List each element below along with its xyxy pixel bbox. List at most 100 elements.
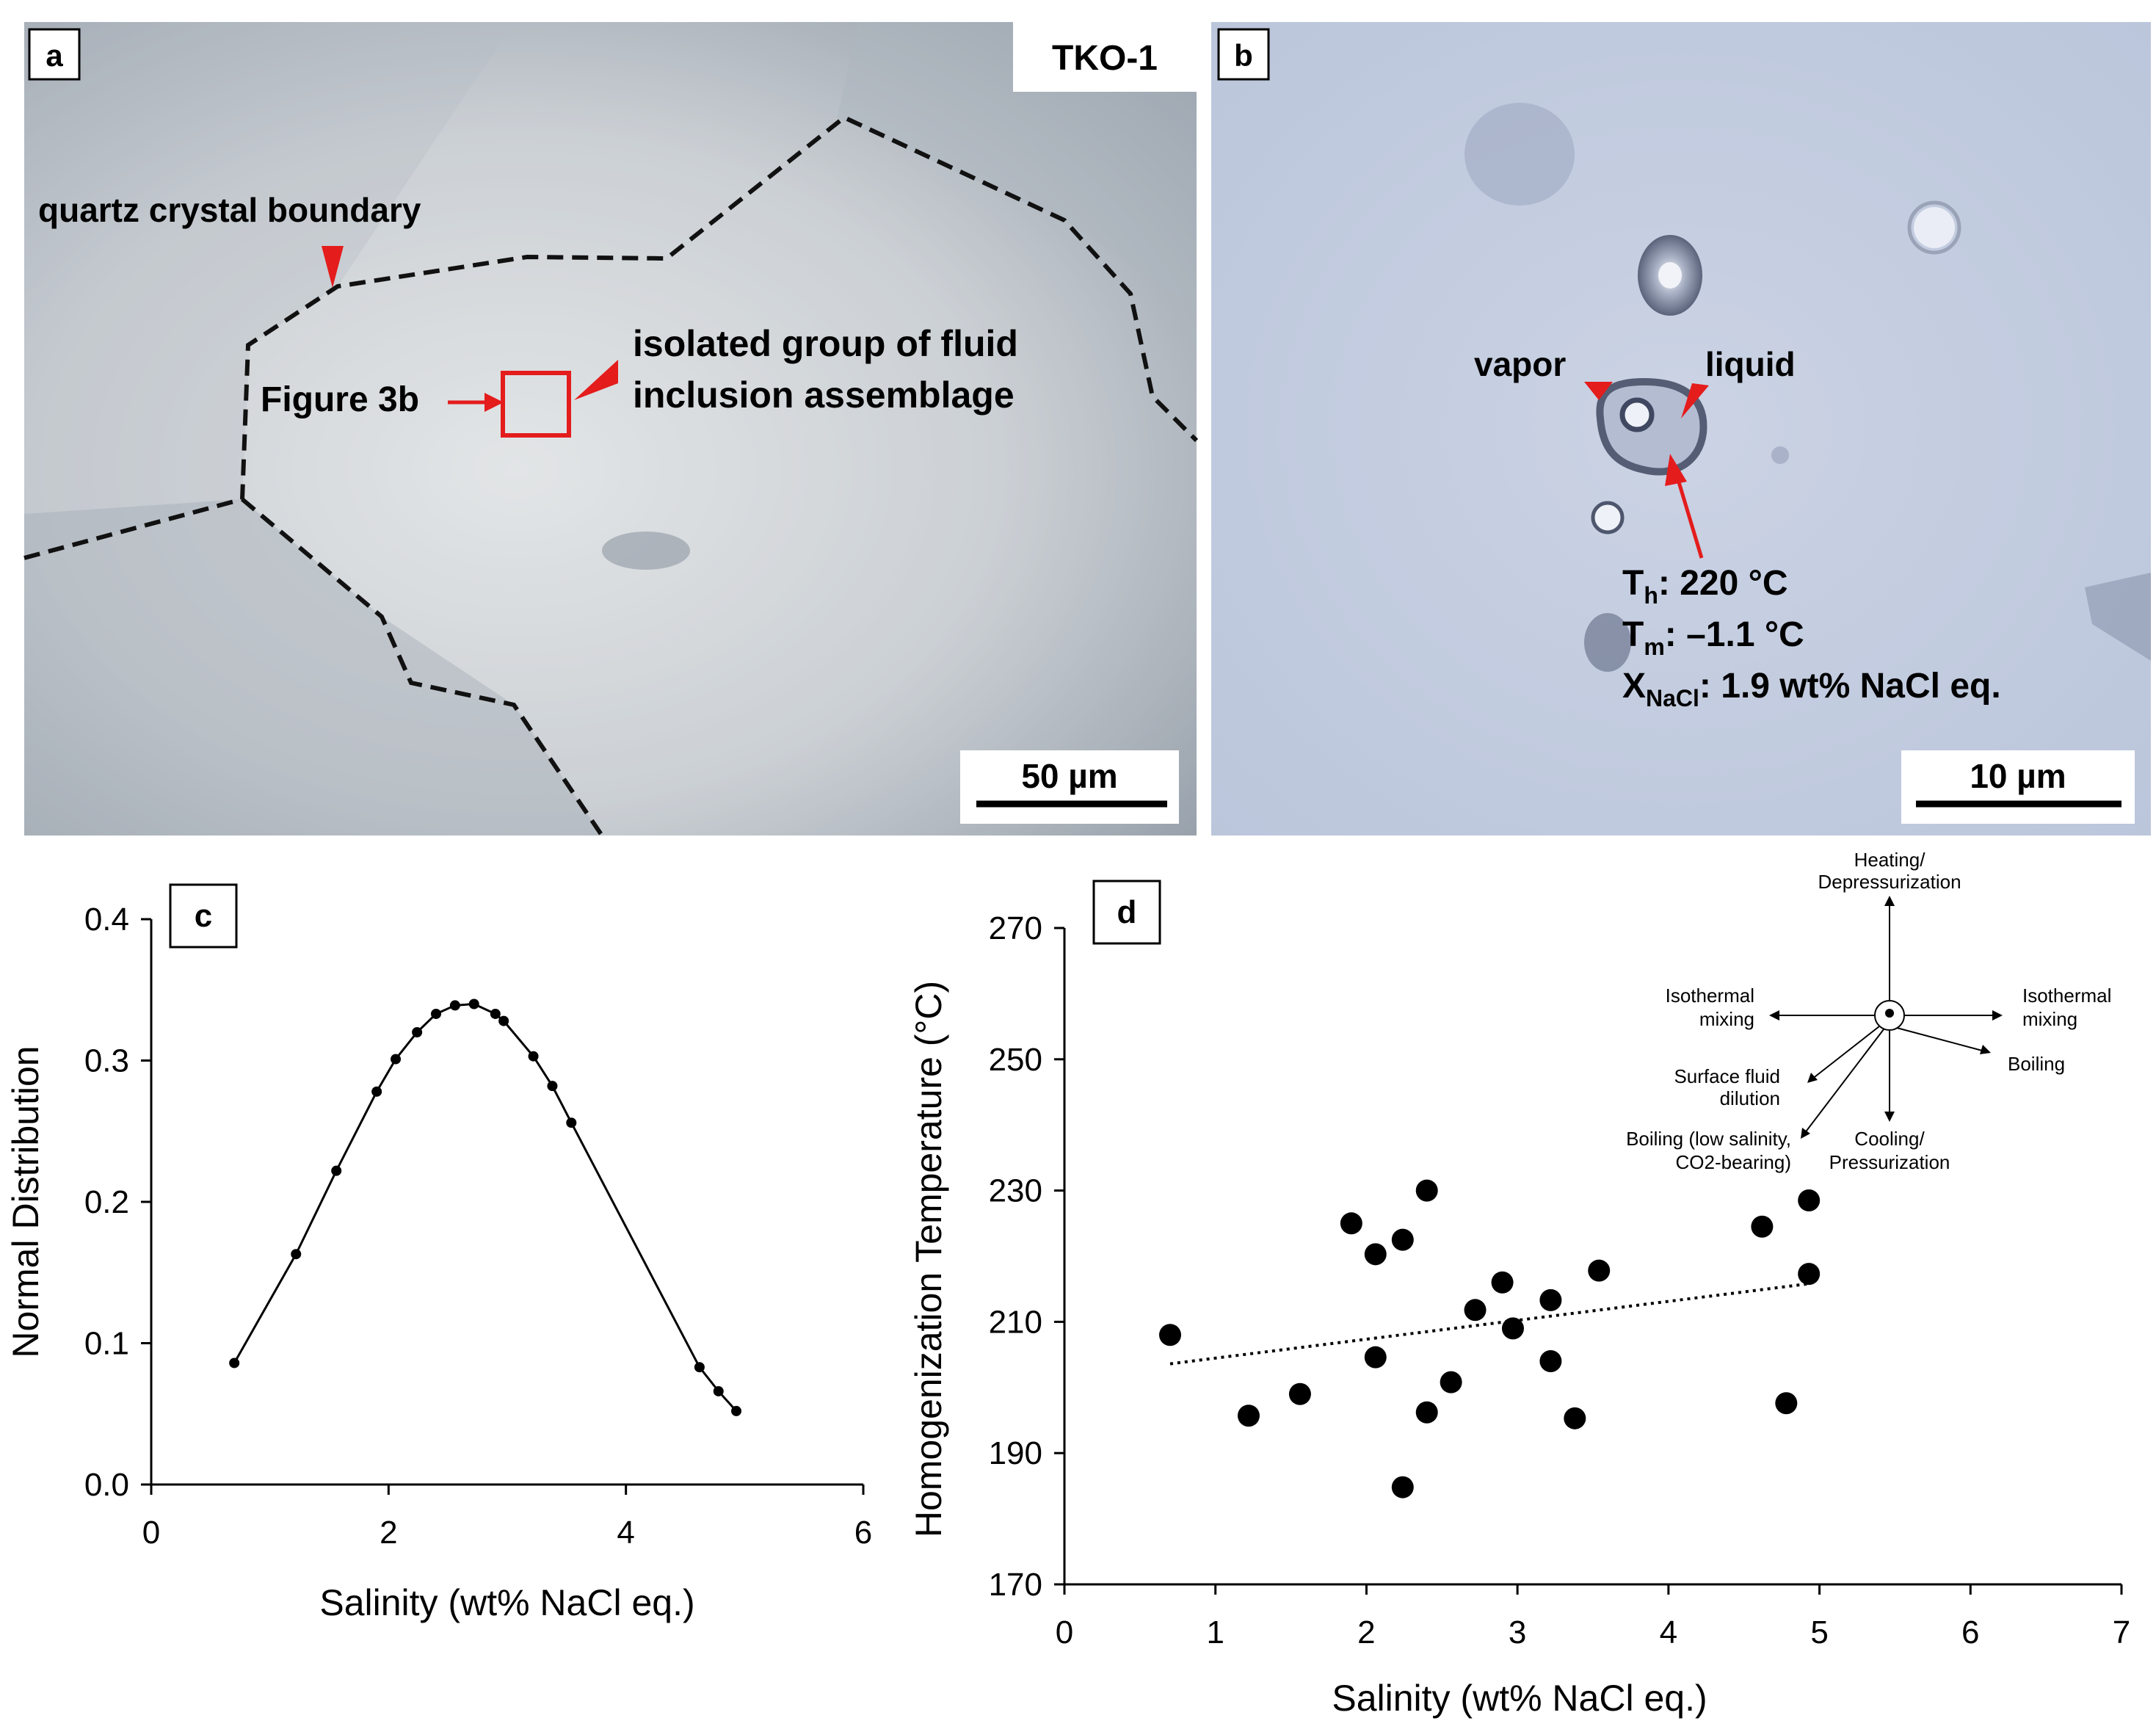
d-x-tick-label: 0 — [1056, 1614, 1073, 1650]
panel-c-label-box — [169, 883, 238, 949]
d-data-point — [1564, 1407, 1586, 1429]
c-data-point — [331, 1165, 342, 1176]
panel-d-label: d — [1117, 894, 1137, 930]
d-data-point — [1237, 1404, 1260, 1427]
c-x-tick-label: 0 — [142, 1515, 160, 1551]
d-x-tick-label: 2 — [1357, 1614, 1375, 1650]
d-data-point — [1391, 1476, 1414, 1498]
d-y-tick-label: 270 — [989, 910, 1042, 946]
d-data-point — [1415, 1401, 1438, 1424]
diagram-right-1: Isothermal — [2022, 985, 2111, 1007]
liquid-label: liquid — [1705, 345, 1796, 383]
diagram-right-2: mixing — [2022, 1008, 2077, 1030]
d-data-point — [1159, 1324, 1181, 1346]
diagram-dilution-2: dilution — [1720, 1087, 1780, 1109]
d-data-point — [1539, 1350, 1562, 1373]
d-data-point — [1539, 1288, 1562, 1311]
d-y-tick-label: 170 — [989, 1567, 1042, 1603]
d-points — [1159, 1179, 1821, 1498]
diagram-down-2: Pressurization — [1829, 1151, 1950, 1173]
panel-a-label: a — [46, 38, 63, 73]
c-data-point — [490, 1008, 501, 1019]
process-diagram — [1775, 902, 1997, 1134]
d-y-axis-label: Homogenization Temperature (°C) — [908, 981, 949, 1537]
quartz-boundary-lower — [241, 497, 604, 837]
d-data-point — [1798, 1189, 1821, 1212]
d-x-tick-label: 6 — [1961, 1614, 1979, 1650]
vapor-bubble — [1619, 397, 1655, 432]
c-series-line — [233, 1002, 738, 1412]
c-data-point — [291, 1249, 302, 1260]
diagram-boiling-low-2: CO2-bearing) — [1675, 1151, 1791, 1173]
c-data-point — [449, 1000, 460, 1011]
liquid-arrowhead — [1681, 383, 1709, 418]
c-x-axis-label: Salinity (wt% NaCl eq.) — [319, 1582, 694, 1623]
diagram-boiling: Boiling — [2008, 1053, 2065, 1075]
c-y-tick-label: 0.2 — [84, 1184, 129, 1220]
tm-line: Tm: –1.1 °C — [1622, 615, 1804, 660]
c-data-point — [229, 1358, 240, 1369]
figure-3b-box — [501, 371, 571, 438]
diagram-left-2: mixing — [1699, 1008, 1754, 1030]
diagram-down-1: Cooling/ — [1854, 1128, 1925, 1150]
d-y-tick-label: 250 — [989, 1042, 1042, 1078]
vapor-arrowhead — [1584, 382, 1613, 400]
c-data-point — [566, 1117, 577, 1128]
fia-arrowhead — [574, 360, 618, 400]
c-x-tick-label: 4 — [617, 1515, 634, 1551]
c-data-point — [713, 1385, 724, 1396]
panel-a: a TKO-1 quartz crystal boundary isolated… — [23, 22, 1199, 837]
d-data-point — [1588, 1259, 1611, 1282]
d-data-point — [1391, 1228, 1414, 1251]
d-x-tick-label: 3 — [1509, 1614, 1526, 1650]
c-data-point — [412, 1027, 423, 1037]
panel-c-label: c — [195, 898, 212, 934]
figure-ref-label: Figure 3b — [261, 380, 419, 419]
c-data-point — [528, 1051, 539, 1062]
micrograph-a — [24, 22, 1197, 835]
th-line: Th: 220 °C — [1622, 564, 1787, 609]
boundary-label: quartz crystal boundary — [38, 191, 421, 229]
c-data-point — [468, 998, 479, 1010]
c-series — [229, 998, 742, 1416]
d-data-point — [1491, 1271, 1514, 1294]
d-data-point — [1415, 1179, 1438, 1202]
c-y-tick-label: 0.4 — [84, 902, 129, 938]
c-y-axis-label: Normal Distribution — [5, 1045, 46, 1358]
panel-b-label-box — [1217, 28, 1270, 81]
quartz-boundary-upper — [23, 115, 1199, 560]
d-data-point — [1751, 1215, 1774, 1238]
scale-label-b: 10 µm — [1970, 757, 2066, 795]
d-x-tick-label: 5 — [1810, 1614, 1828, 1650]
diagram-dilution-1: Surface fluid — [1674, 1065, 1780, 1087]
scale-box-b — [1901, 750, 2135, 824]
d-data-point — [1440, 1371, 1462, 1393]
d-data-point — [1340, 1212, 1362, 1235]
c-y-tick-label: 0.3 — [84, 1043, 129, 1079]
d-x-tick-label: 7 — [2113, 1614, 2130, 1650]
diagram-up-2: Depressurization — [1818, 871, 1961, 893]
diagram-left-1: Isothermal — [1666, 985, 1754, 1007]
panel-b: b vapor liquid Th: 220 °C Tm: –1.1 °C XN… — [1211, 22, 2151, 835]
panel-b-label: b — [1234, 38, 1253, 73]
x-line: XNaCl: 1.9 wt% NaCl eq. — [1622, 667, 2001, 711]
scale-label-a: 50 µm — [1021, 757, 1117, 795]
d-x-axis-label: Salinity (wt% NaCl eq.) — [1332, 1678, 1707, 1719]
d-data-point — [1798, 1263, 1821, 1286]
c-data-point — [391, 1054, 402, 1065]
fluid-inclusion-main — [1596, 377, 1707, 476]
c-ticks: 0 2 4 6 0.0 0.1 0.2 0.3 0.4 — [84, 902, 872, 1551]
d-y-tick-label: 210 — [989, 1304, 1042, 1340]
panel-c: c 0 2 4 6 0.0 0.1 0.2 0.3 0.4 Salinity (wt% NaCl… — [5, 883, 872, 1623]
diagram-boiling-low-1: Boiling (low salinity, — [1626, 1128, 1791, 1150]
c-y-tick-label: 0.1 — [84, 1326, 129, 1362]
d-data-point — [1775, 1392, 1798, 1415]
d-data-point — [1364, 1346, 1387, 1369]
c-data-point — [371, 1086, 382, 1097]
c-data-point — [731, 1405, 742, 1416]
d-data-point — [1364, 1243, 1387, 1266]
d-trendline — [1169, 1282, 1810, 1366]
d-trendline-path — [1169, 1282, 1810, 1366]
c-y-tick-label: 0.0 — [84, 1467, 129, 1503]
boundary-arrowhead — [322, 246, 344, 288]
